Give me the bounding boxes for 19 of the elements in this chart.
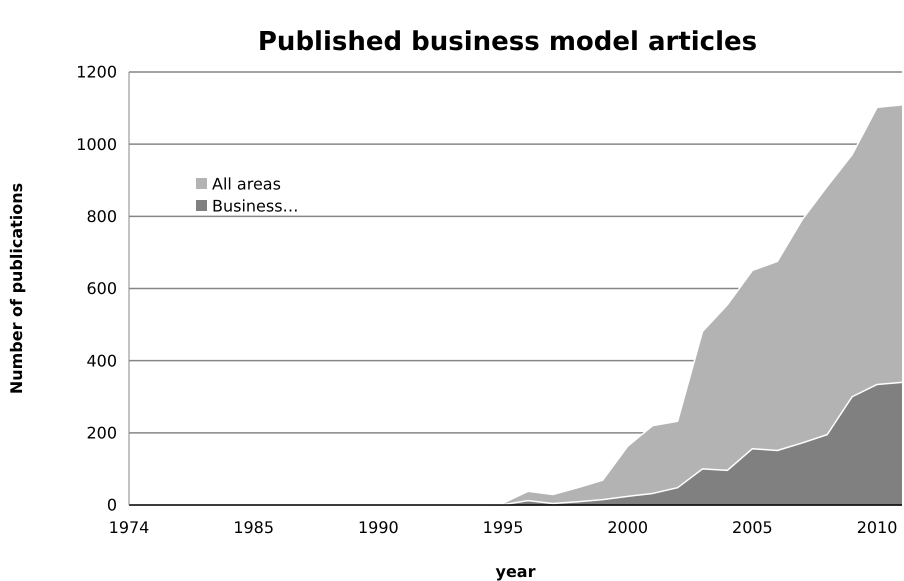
y-tick-label: 600 [86, 279, 117, 298]
y-tick-label: 400 [86, 351, 117, 370]
y-axis-title: Number of publications [7, 182, 26, 394]
y-tick-label: 800 [86, 206, 117, 226]
legend-label: All areas [212, 174, 281, 194]
x-tick-label: 1995 [482, 518, 524, 537]
y-tick-label: 200 [86, 423, 117, 442]
x-tick-label: 1985 [233, 518, 274, 537]
y-tick-label: 1000 [76, 134, 117, 154]
x-axis-title: year [496, 562, 536, 581]
legend-label: Business… [212, 196, 299, 216]
x-tick-label: 2005 [732, 518, 773, 537]
x-tick-label: 1974 [108, 518, 150, 537]
x-tick-label: 2000 [607, 518, 648, 537]
x-tick-label: 1990 [358, 518, 399, 537]
y-tick-label: 1200 [76, 62, 117, 82]
chart-title: Published business model articles [258, 27, 758, 57]
x-tick-label: 2010 [856, 518, 898, 537]
y-tick-label: 0 [106, 496, 117, 515]
